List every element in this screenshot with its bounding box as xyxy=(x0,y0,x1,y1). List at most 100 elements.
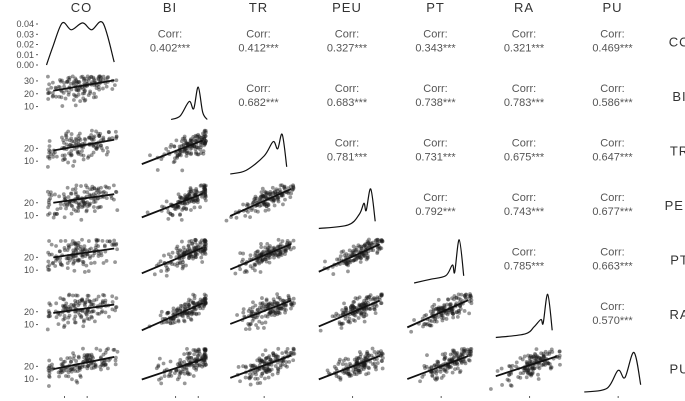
scatter-point xyxy=(62,246,67,250)
scatter-point xyxy=(172,156,177,161)
scatter-point xyxy=(66,92,71,97)
scatter-point xyxy=(359,247,364,251)
scatter-point xyxy=(261,249,266,254)
scatter-point xyxy=(277,187,282,192)
scatter-point xyxy=(64,206,68,211)
scatter-point xyxy=(82,89,87,94)
scatter-point xyxy=(250,305,255,310)
scatter-point xyxy=(59,262,63,267)
scatter-point xyxy=(409,329,414,334)
scatter-point xyxy=(331,272,336,276)
scatter-point xyxy=(280,183,284,188)
scatter-point xyxy=(100,238,105,243)
scatter-point xyxy=(94,243,99,248)
scatter-point xyxy=(191,188,196,193)
panel-pt-pu xyxy=(569,234,656,287)
scatter-point xyxy=(70,239,75,243)
scatter-point xyxy=(54,94,58,99)
scatter-point xyxy=(194,189,199,194)
scatter-point xyxy=(48,149,53,154)
scatter-point xyxy=(47,147,51,152)
scatter-point xyxy=(47,314,51,319)
scatter-point xyxy=(253,262,258,267)
scatter-point xyxy=(92,91,97,96)
scatter-point xyxy=(60,370,64,375)
scatter-point xyxy=(188,138,193,143)
scatter-point xyxy=(367,237,371,242)
scatter-point xyxy=(348,305,353,310)
scatter-point xyxy=(267,253,272,258)
scatter-point xyxy=(361,314,366,319)
scatter-point xyxy=(166,374,171,379)
scatter-point xyxy=(530,365,535,370)
scatter-point xyxy=(195,137,200,142)
scatter-point xyxy=(203,134,208,138)
scatter-point xyxy=(81,200,86,204)
scatter-point xyxy=(263,190,268,195)
scatter-point xyxy=(96,144,101,149)
scatter-point xyxy=(276,310,281,315)
scatter-point xyxy=(188,253,193,258)
scatter-point xyxy=(96,254,101,258)
scatter-point xyxy=(96,188,100,192)
scatter-point xyxy=(457,311,462,315)
scatter-point xyxy=(201,131,205,136)
scatter-point xyxy=(195,152,200,157)
scatter-point xyxy=(162,253,166,258)
scatter-point xyxy=(98,190,102,194)
scatter-point xyxy=(462,309,467,313)
scatter-point xyxy=(73,298,78,303)
scatter-point xyxy=(287,245,292,250)
scatter-point xyxy=(175,377,180,382)
scatter-point xyxy=(62,202,67,207)
scatter-point xyxy=(366,240,371,245)
scatter-point xyxy=(94,239,99,244)
scatter-point xyxy=(76,354,81,359)
scatter-point xyxy=(46,91,51,96)
scatter-point xyxy=(97,74,102,79)
scatter-point xyxy=(159,157,164,162)
scatter-point xyxy=(195,252,200,256)
scatter-point xyxy=(375,237,380,242)
scatter-point xyxy=(247,376,252,381)
scatter-point xyxy=(280,239,285,244)
scatter-point xyxy=(243,213,248,218)
scatter-point xyxy=(362,298,367,303)
scatter-point xyxy=(202,248,207,253)
scatter-point xyxy=(85,297,90,302)
scatter-point xyxy=(255,326,260,330)
scatter-point xyxy=(178,260,183,265)
panel-pu-pu xyxy=(569,343,656,396)
panel-bi-bi xyxy=(126,70,214,124)
scatter-point xyxy=(187,355,192,360)
scatter-point xyxy=(530,371,535,376)
scatter-point xyxy=(365,296,370,300)
scatter-point xyxy=(269,313,274,317)
scatter-point xyxy=(68,81,73,86)
scatter-point xyxy=(350,306,355,311)
scatter-point xyxy=(169,318,173,322)
scatter-point xyxy=(359,246,364,251)
fit-line-ra-vs-co xyxy=(53,303,115,314)
scatter-point xyxy=(548,366,553,371)
scatter-point xyxy=(457,370,462,375)
scatter-point xyxy=(74,249,79,254)
scatter-point xyxy=(545,361,549,366)
scatter-point xyxy=(265,241,270,246)
scatter-point xyxy=(273,311,278,316)
scatter-point xyxy=(72,353,77,358)
scatter-point xyxy=(192,296,197,301)
scatter-point xyxy=(194,349,198,354)
scatter-point xyxy=(202,250,207,255)
scatter-point xyxy=(288,195,293,200)
scatter-point xyxy=(159,269,164,273)
scatter-point xyxy=(244,203,249,208)
scatter-point xyxy=(47,252,52,257)
scatter-point xyxy=(183,193,187,198)
fit-line-bi-vs-co xyxy=(53,79,115,92)
scatter-point xyxy=(448,303,453,307)
scatter-point xyxy=(57,194,62,199)
scatter-point xyxy=(61,138,66,143)
scatter-point xyxy=(46,91,50,96)
scatter-point xyxy=(200,135,205,139)
